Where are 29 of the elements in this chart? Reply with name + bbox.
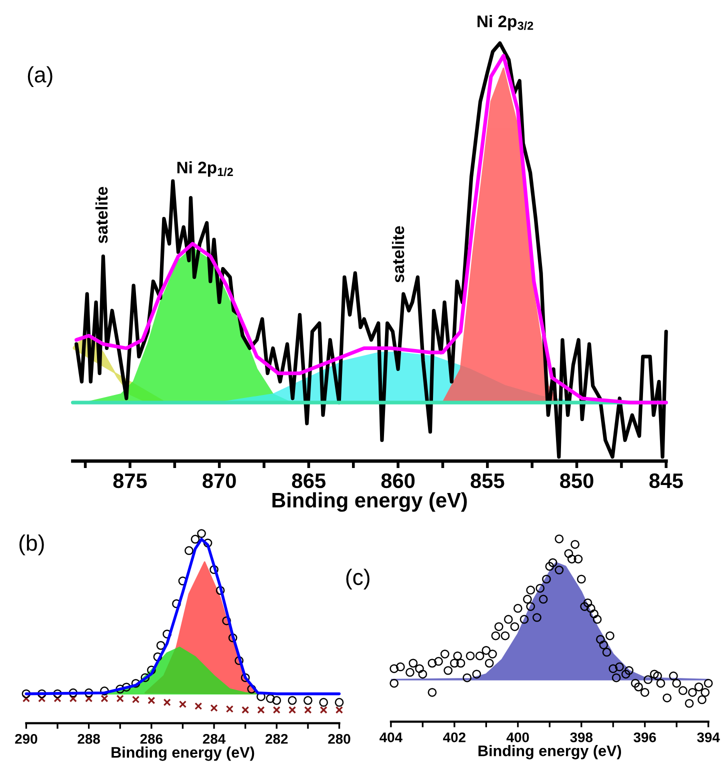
text: (a)	[28, 66, 52, 87]
x-tick-label: 284	[202, 734, 226, 744]
text: (c)	[346, 568, 370, 590]
x-tick-label: 288	[78, 734, 100, 744]
x-tick-label: 398	[570, 732, 593, 742]
x-tick-label: 404	[380, 732, 402, 742]
x-tick-label: 400	[506, 732, 529, 742]
x-tick-label: 870	[202, 473, 236, 488]
x-tick-label: 402	[443, 732, 466, 742]
annotation: satelite	[95, 186, 108, 244]
x-tick-label: 396	[634, 732, 656, 742]
chart-title: (b)	[19, 534, 44, 556]
x-tick-label: 855	[470, 473, 504, 488]
x-axis-title: Binding energy (eV)	[112, 746, 254, 761]
x-axis-title: Binding energy (eV)	[272, 492, 467, 512]
x-tick-label: 286	[140, 734, 163, 744]
x-tick-label: 394	[697, 732, 720, 742]
x-axis-title: Binding energy (eV)	[478, 745, 622, 760]
x-tick-label: 865	[292, 473, 326, 488]
x-tick-label: 875	[113, 473, 147, 488]
x-tick-label: 280	[328, 734, 350, 744]
annotation: Ni 2p$_{3/2}$	[478, 15, 534, 31]
annotation: satelite	[392, 226, 404, 282]
annotation: Ni 2p$_{1/2}$	[177, 161, 233, 177]
x-tick-label: 850	[560, 473, 594, 488]
x-tick-label: 845	[649, 473, 683, 488]
x-tick-label: 282	[266, 734, 288, 744]
x-tick-label: 860	[381, 473, 415, 488]
x-tick-label: 290	[15, 734, 38, 744]
